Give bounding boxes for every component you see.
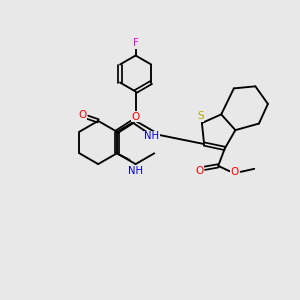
Text: F: F: [133, 38, 139, 48]
Text: NH: NH: [144, 131, 159, 141]
Text: O: O: [196, 166, 204, 176]
Text: S: S: [197, 111, 204, 122]
Text: NH: NH: [128, 166, 143, 176]
Text: O: O: [131, 112, 140, 122]
Text: O: O: [231, 167, 239, 177]
Text: O: O: [79, 110, 87, 120]
